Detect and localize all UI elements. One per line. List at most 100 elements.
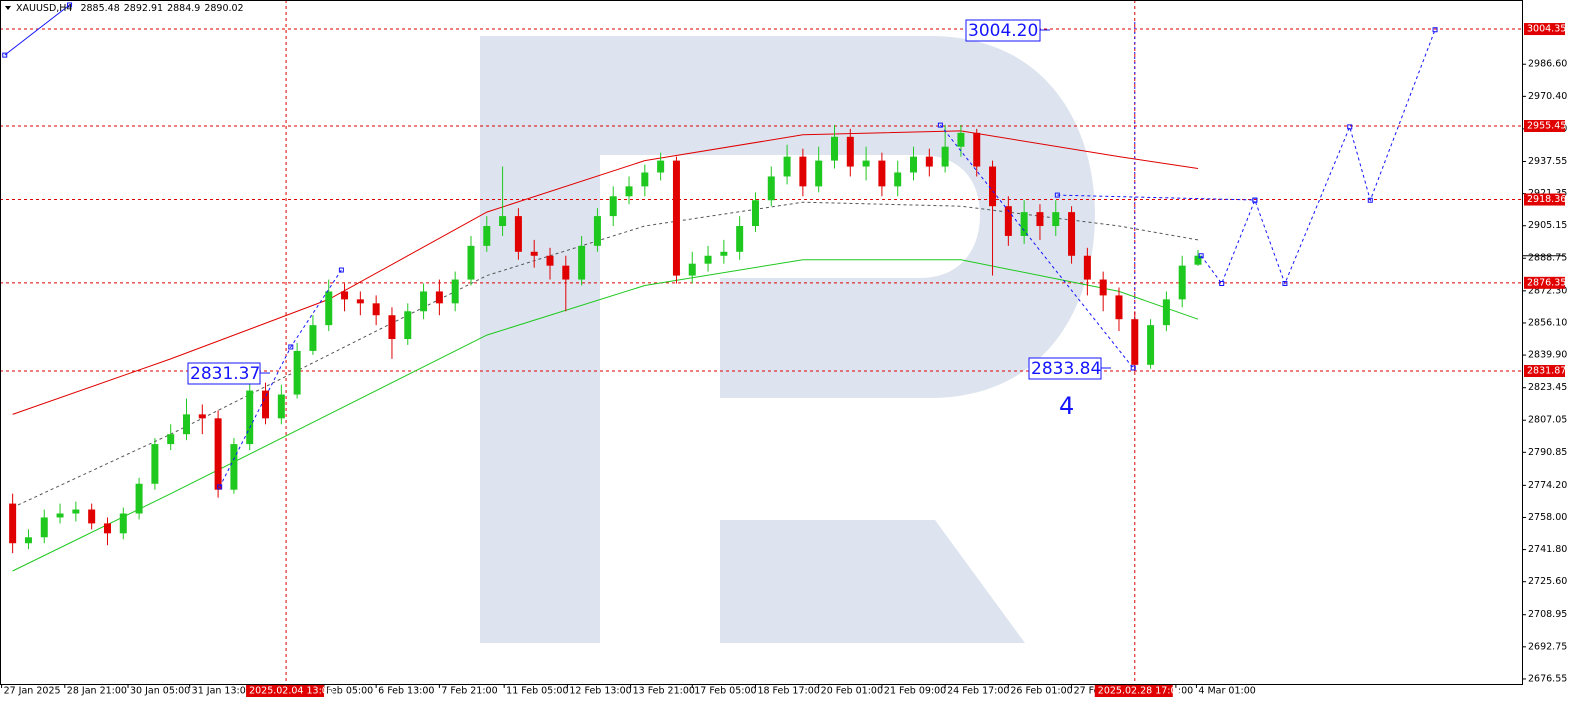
candle-body [198,414,206,419]
candle-body [1004,206,1012,236]
candle-body [989,166,997,207]
candle-body [119,513,127,534]
wave-point [338,267,344,273]
candle-body [72,509,80,514]
x-tick-label: 18 Feb 17:00 [757,686,819,697]
candle-body [1020,212,1028,236]
candle-body [1083,255,1091,280]
price-level-label: 2918.36 [1527,194,1566,205]
x-tick-label: Feb 05:00 [326,686,373,697]
wave-line [1057,194,1255,201]
y-tick-label: 2741.80 [1528,544,1567,555]
y-tick-label: 2692.75 [1528,641,1567,652]
candle-body [56,513,64,518]
indicator-line [12,130,1199,415]
wave-point [1054,192,1060,198]
candle-body [641,172,649,187]
indicator-line [12,201,1199,508]
candle-body [230,444,238,490]
x-tick-label: 11 Feb 05:00 [506,686,568,697]
x-tick-label: :00 [1178,686,1193,697]
candle-body [182,414,190,435]
wave-line [1200,29,1436,285]
y-tick-label: 2676.55 [1528,673,1567,684]
candle-body [783,156,791,177]
candle-body [88,509,96,524]
x-tick-label: 7 Feb 21:00 [441,686,497,697]
x-tick-label: 13 Feb 21:00 [633,686,695,697]
wave-point [1130,365,1136,371]
wave-line [219,269,342,488]
y-tick-label: 2807.05 [1528,415,1567,426]
candle-body [499,216,507,227]
candle-body [862,160,870,167]
wave-line [4,4,70,56]
menu-arrow [5,6,11,10]
candle-body [372,303,380,316]
plot-layer: 3004.20 2831.37 2833.84 4 [0,0,1522,684]
candle-body [309,325,317,351]
candle-body [894,172,902,187]
candle-body [751,200,759,227]
candle-body [293,350,301,395]
candle-body [593,216,601,246]
y-tick-label: 2888.75 [1528,253,1567,264]
candle-body [941,146,949,167]
candle-body [262,390,270,419]
candle-body [578,245,586,280]
candle-body [404,311,412,340]
wave-point [1347,124,1353,130]
x-tick-label: 27 Fe [1074,686,1100,697]
candle-body [24,537,32,544]
candle-body [167,434,175,445]
wave-point [1282,281,1288,287]
price-level-box [1524,276,1565,289]
candle-body [609,196,617,217]
candle-body [467,245,475,280]
wave-point [1367,197,1373,203]
time-marker-box [1094,685,1173,697]
x-tick-label: 12 Feb 13:00 [569,686,631,697]
y-tick-label: 2790.85 [1528,447,1567,458]
price-level-label: 3004.35 [1527,24,1566,35]
x-tick-label: 31 Jan 13:00 [192,686,252,697]
candle-body [483,226,491,246]
y-tick-label: 2905.15 [1528,220,1567,231]
wave-point [217,484,223,490]
candle-body [846,136,854,167]
y-tick-label: 2856.10 [1528,317,1567,328]
price-level-label: 2876.35 [1527,277,1566,288]
wave-point [288,344,294,350]
wave-point [1198,253,1204,259]
candle-body [688,263,696,276]
candle-body [1052,212,1060,227]
wave-point [1432,27,1438,33]
y-tick-label: 2937.55 [1528,156,1567,167]
candle-body [420,291,428,312]
time-marker-label: 2025.02.28 17:00 [1098,686,1183,697]
candle-body [388,315,396,340]
price-level-label: 2955.45 [1527,120,1566,131]
y-tick-label: 2872.30 [1528,285,1567,296]
wave-point [1252,197,1258,203]
candle-body [214,418,222,490]
candle-body [435,291,443,304]
wave-point [1219,281,1225,287]
candle-body [341,291,349,300]
candle-body [1147,325,1155,365]
candle-body [1068,212,1076,256]
candle-body [878,160,886,187]
candle-body [1036,212,1044,227]
candle-body [103,523,111,534]
x-tick-label: 6 Feb 13:00 [378,686,434,697]
candle-body [562,265,570,280]
candle-body [925,156,933,167]
candle-body [1194,255,1202,265]
candle-body [625,186,633,197]
candle-body [246,390,254,445]
y-tick-label: 2758.00 [1528,512,1567,523]
price-level-box [1524,193,1565,206]
candle-body [1099,279,1107,296]
wave-point [67,2,73,8]
x-tick-label: 27 Jan 2025 [4,686,61,697]
